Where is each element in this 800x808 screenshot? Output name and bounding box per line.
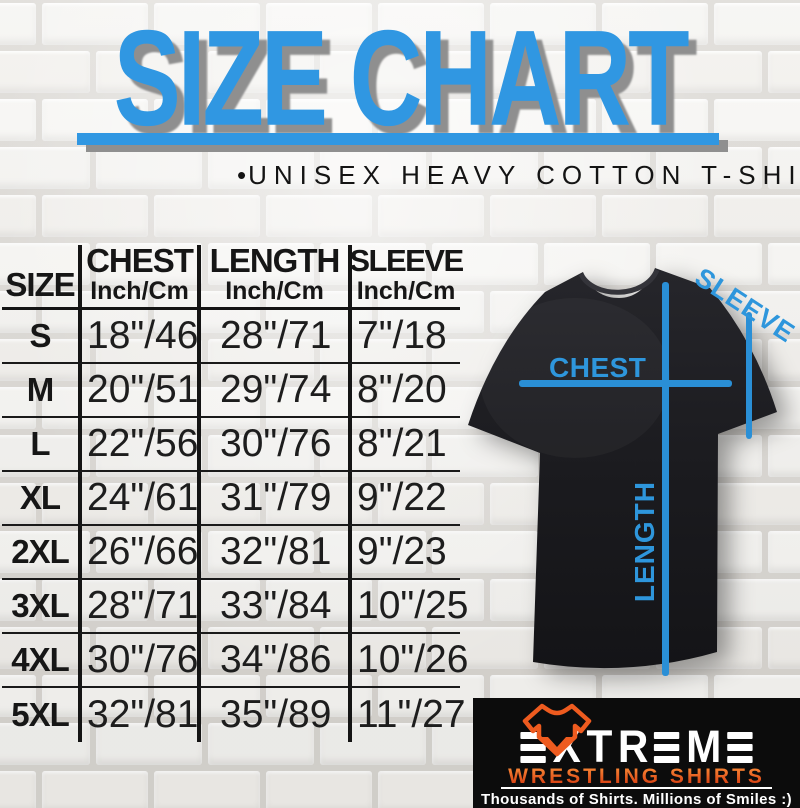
size-label: L xyxy=(2,418,78,472)
brand-subtitle: WRESTLING SHIRTS xyxy=(473,765,800,789)
length-value: 33"/84 xyxy=(197,580,348,634)
unit-label: Inch/Cm xyxy=(225,277,324,305)
header-sleeve: SLEEVE Inch/Cm xyxy=(348,244,464,310)
brick xyxy=(42,195,148,237)
brick xyxy=(154,771,260,808)
size-label: M xyxy=(2,364,78,418)
size-label: S xyxy=(2,310,78,364)
sleeve-value: 9"/22 xyxy=(348,472,460,526)
chest-value: 26"/66 xyxy=(78,526,198,580)
brick xyxy=(266,195,372,237)
brick xyxy=(154,195,260,237)
length-value: 30"/76 xyxy=(197,418,348,472)
subtitle: •UNISEX HEAVY COTTON T-SHIRT xyxy=(237,160,800,191)
sleeve-value: 7"/18 xyxy=(348,310,460,364)
brick xyxy=(0,147,90,189)
size-label: 3XL xyxy=(2,580,78,634)
unit-label: Inch/Cm xyxy=(90,277,189,305)
size-label: 2XL xyxy=(2,526,78,580)
page-title: SIZE CHART xyxy=(113,1,690,154)
chest-value: 22"/56 xyxy=(78,418,198,472)
length-value: 31"/79 xyxy=(197,472,348,526)
brick xyxy=(0,195,36,237)
brand-tagline: Thousands of Shirts. Millions of Smiles … xyxy=(481,791,792,808)
size-label: 5XL xyxy=(11,696,70,733)
brand-letter: R xyxy=(617,721,649,772)
length-measure-line xyxy=(662,282,669,676)
sleeve-value: 8"/21 xyxy=(348,418,460,472)
bar-e-glyph xyxy=(654,731,680,763)
chest-value: 20"/51 xyxy=(78,364,198,418)
title-underline xyxy=(77,133,719,145)
length-value: 35"/89 xyxy=(197,688,348,742)
chest-value: 28"/71 xyxy=(78,580,198,634)
size-table: SIZE CHEST Inch/Cm LENGTH Inch/Cm SLEEVE… xyxy=(2,244,468,742)
brick xyxy=(378,195,484,237)
bar-e-glyph xyxy=(726,731,753,763)
brick xyxy=(378,771,484,808)
brick xyxy=(0,771,36,808)
unit-label: Inch/Cm xyxy=(356,277,456,305)
header-length: LENGTH Inch/Cm xyxy=(197,244,348,310)
header-chest: CHEST Inch/Cm xyxy=(78,244,197,310)
sleeve-value: 8"/20 xyxy=(348,364,460,418)
brand-letter: M xyxy=(686,721,721,772)
size-label: XL xyxy=(2,472,78,526)
sleeve-measure-line xyxy=(746,312,752,439)
subtitle-text: UNISEX HEAVY COTTON T-SHIRT xyxy=(248,160,800,190)
length-value: 32"/81 xyxy=(197,526,348,580)
bullet-icon: • xyxy=(237,160,249,190)
brick xyxy=(714,195,800,237)
length-value: 29"/74 xyxy=(197,364,348,418)
sleeve-value: 10"/25 xyxy=(348,580,468,634)
size-label: 4XL xyxy=(2,634,78,688)
brick xyxy=(490,195,596,237)
title-block: SIZE CHART xyxy=(0,10,800,146)
brick xyxy=(42,771,148,808)
length-label: LENGTH xyxy=(629,481,660,603)
chest-label: CHEST xyxy=(549,352,647,383)
chest-value: 18"/46 xyxy=(78,310,198,364)
chest-value: 32"/81 xyxy=(78,688,198,742)
sleeve-value: 11"/27 xyxy=(348,688,466,742)
length-value: 28"/71 xyxy=(197,310,348,364)
logo-divider xyxy=(501,787,772,789)
length-value: 34"/86 xyxy=(197,634,348,688)
brick xyxy=(266,771,372,808)
header-size: SIZE xyxy=(2,245,78,310)
brand-logo: XTRM WRESTLING SHIRTS Thousands of Shirt… xyxy=(473,698,800,808)
chest-value: 30"/76 xyxy=(78,634,198,688)
sleeve-value: 9"/23 xyxy=(348,526,460,580)
brick xyxy=(602,195,708,237)
sleeve-value: 10"/26 xyxy=(348,634,468,688)
tshirt-icon xyxy=(522,703,592,757)
chest-value: 24"/61 xyxy=(78,472,198,526)
